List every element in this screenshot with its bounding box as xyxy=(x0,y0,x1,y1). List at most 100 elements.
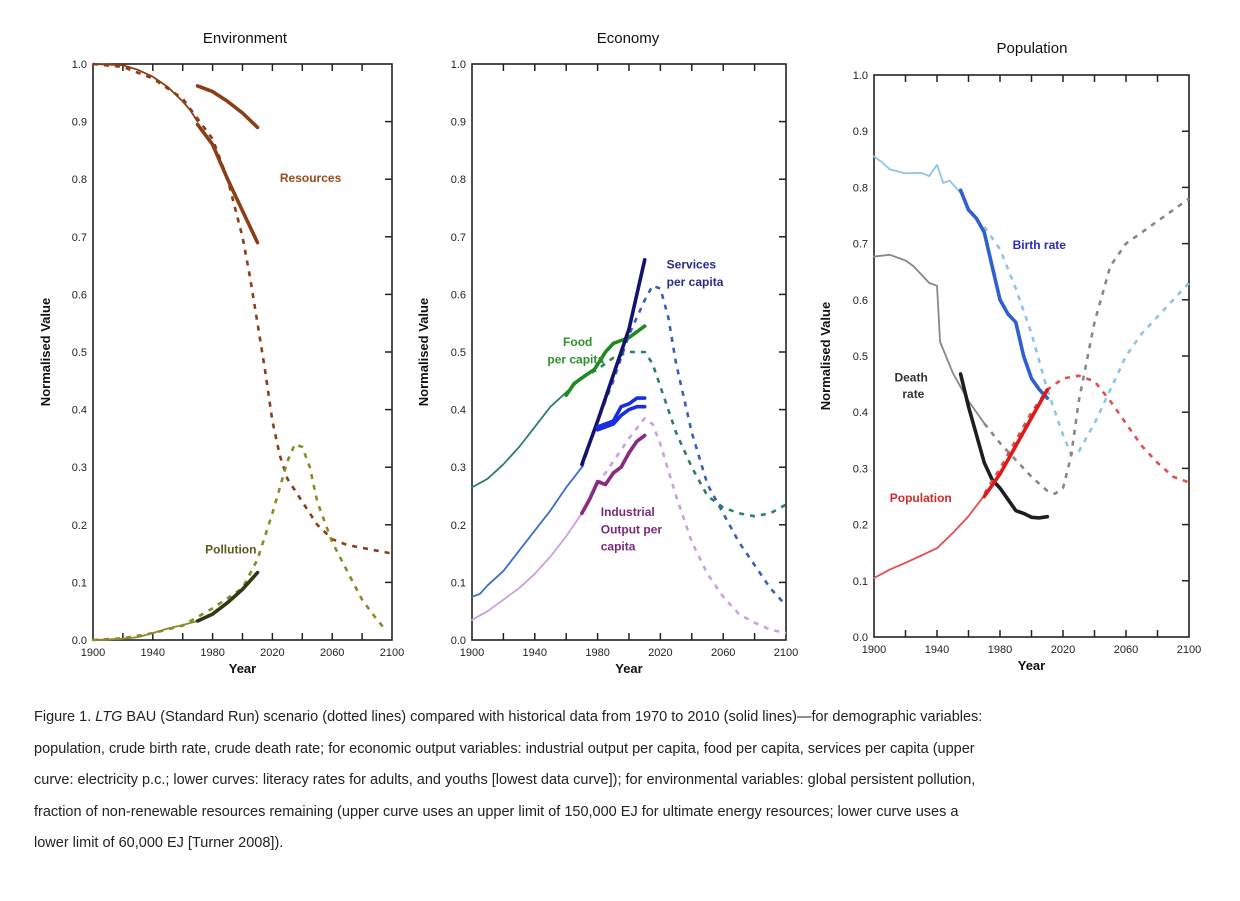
x-tick-label: 2020 xyxy=(260,647,284,659)
series-line-birth-rate-pre-1970 xyxy=(873,155,962,194)
series-annotation: Services xyxy=(667,257,717,271)
y-tick-label: 0.5 xyxy=(72,347,87,359)
y-tick-label: 0.4 xyxy=(853,407,868,419)
caption-italic-ltg: LTG xyxy=(95,709,123,725)
panel-population: Population 1900 1940 1980 2020 2060 2100 0.0 0.1… xyxy=(818,40,1201,673)
series-line-pollution-pre-1970 xyxy=(92,620,199,641)
y-tick-label: 0.3 xyxy=(72,462,87,474)
y-tick-label: 0.7 xyxy=(72,232,87,244)
panel-title: Population xyxy=(997,40,1068,57)
x-axis-label: Year xyxy=(1018,658,1045,673)
series-line-pollution-data xyxy=(195,570,260,623)
series-line-resources-lower-limit-60-000-ej-data xyxy=(195,122,260,245)
y-tick-label: 0.9 xyxy=(451,117,466,129)
series-line-resources-upper-limit-150-000-ej-data xyxy=(195,84,260,130)
y-tick-label: 0.6 xyxy=(853,295,868,307)
y-tick-label: 0.0 xyxy=(451,635,466,647)
caption-line-3: curve: electricity p.c.; lower curves: l… xyxy=(34,772,976,788)
series-annotation: Birth rate xyxy=(1013,238,1067,252)
y-axis-label: Normalised Value xyxy=(818,302,833,410)
x-tick-label: 2060 xyxy=(320,647,344,659)
y-tick-label: 0.4 xyxy=(72,405,87,417)
x-tick-label: 2060 xyxy=(1114,644,1138,656)
y-tick-label: 0.2 xyxy=(451,520,466,532)
series-annotation: Output per xyxy=(601,522,663,536)
series-line-death-rate-model xyxy=(983,197,1190,495)
y-tick-label: 0.5 xyxy=(853,351,868,363)
series-line-death-rate-data xyxy=(958,372,1050,520)
series-line-industrial-output-per-capita-data xyxy=(580,433,647,516)
caption-line-1: Figure 1. LTG BAU (Standard Run) scenari… xyxy=(34,702,1214,734)
y-tick-label: 0.3 xyxy=(853,463,868,475)
x-tick-label: 2100 xyxy=(774,647,798,659)
y-axis-label: Normalised Value xyxy=(416,298,431,406)
x-axis-label: Year xyxy=(229,661,256,676)
x-tick-label: 1900 xyxy=(460,647,484,659)
y-tick-label: 0.0 xyxy=(853,632,868,644)
y-tick-label: 0.6 xyxy=(72,289,87,301)
y-tick-label: 1.0 xyxy=(72,59,87,71)
x-tick-label: 1980 xyxy=(585,647,609,659)
series-line-population-data xyxy=(982,387,1050,499)
caption-line-2: population, crude birth rate, crude deat… xyxy=(34,740,975,757)
y-tick-label: 0.4 xyxy=(451,405,466,417)
x-tick-label: 1900 xyxy=(81,647,105,659)
panel-environment: Environment 1900 1940 1980 2020 2060 2100 0.0 0.… xyxy=(38,30,404,676)
x-tick-label: 2060 xyxy=(711,647,735,659)
series-line-resources-pre-1970 xyxy=(92,63,199,123)
y-tick-label: 0.2 xyxy=(72,520,87,532)
y-tick-label: 0.0 xyxy=(72,635,87,647)
caption-line-1-text: BAU (Standard Run) scenario (dotted line… xyxy=(122,709,983,725)
x-tick-label: 1900 xyxy=(862,644,886,656)
series-annotation: Population xyxy=(890,491,952,505)
panel-title: Economy xyxy=(597,30,660,47)
figure-panels: Environment 1900 1940 1980 2020 2060 2100 0.0 0.… xyxy=(38,30,1201,676)
series-line-industrial-output-per-capita-pre-1970 xyxy=(471,512,583,621)
series-line-food-per-capita-model xyxy=(581,350,787,518)
y-tick-label: 1.0 xyxy=(451,59,466,71)
x-tick-label: 1940 xyxy=(925,644,949,656)
figure-caption: Figure 1. LTG BAU (Standard Run) scenari… xyxy=(34,702,1214,860)
y-tick-label: 0.5 xyxy=(451,347,466,359)
series-line-electricity-per-capita-data xyxy=(580,258,647,467)
series-line-birth-rate-model xyxy=(983,225,1190,456)
y-tick-label: 0.1 xyxy=(451,577,466,589)
plot-frame xyxy=(873,74,1190,638)
panel-title: Environment xyxy=(203,30,288,47)
series-annotation: Death xyxy=(894,370,927,384)
x-tick-label: 1940 xyxy=(523,647,547,659)
y-tick-label: 1.0 xyxy=(853,70,868,82)
series-line-resources-model xyxy=(92,62,393,555)
y-tick-label: 0.2 xyxy=(853,520,868,532)
series-line-population-pre-1970 xyxy=(873,494,986,579)
x-tick-label: 1980 xyxy=(988,644,1012,656)
y-axis-label: Normalised Value xyxy=(38,298,53,406)
series-line-food-per-capita-pre-1970 xyxy=(471,377,583,489)
series-annotation: rate xyxy=(902,387,924,401)
x-tick-label: 1940 xyxy=(141,647,165,659)
x-tick-label: 2100 xyxy=(1177,644,1201,656)
y-tick-label: 0.7 xyxy=(853,239,868,251)
x-tick-label: 1980 xyxy=(200,647,224,659)
x-tick-label: 2100 xyxy=(380,647,404,659)
x-tick-label: 2020 xyxy=(1051,644,1075,656)
y-tick-label: 0.8 xyxy=(72,174,87,186)
x-axis-label: Year xyxy=(615,661,642,676)
caption-line-4: fraction of non-renewable resources rema… xyxy=(34,803,959,820)
series-line-death-rate-pre-1970 xyxy=(873,253,986,425)
series-annotation: per capita xyxy=(547,353,604,367)
series-annotation: Industrial xyxy=(601,505,655,519)
series-annotation: per capita xyxy=(667,275,724,289)
y-tick-label: 0.6 xyxy=(451,289,466,301)
y-tick-label: 0.8 xyxy=(853,182,868,194)
series-annotation: capita xyxy=(601,540,636,554)
series-line-population-model xyxy=(983,374,1190,495)
series-line-industrial-output-per-capita-model xyxy=(580,416,787,635)
series-line-services-per-capita-model xyxy=(580,284,787,607)
series-line-literacy-youths-data xyxy=(595,404,647,432)
series-annotation: Resources xyxy=(280,171,342,185)
y-tick-label: 0.7 xyxy=(451,232,466,244)
y-tick-label: 0.1 xyxy=(72,577,87,589)
y-tick-label: 0.8 xyxy=(451,174,466,186)
y-tick-label: 0.3 xyxy=(451,462,466,474)
